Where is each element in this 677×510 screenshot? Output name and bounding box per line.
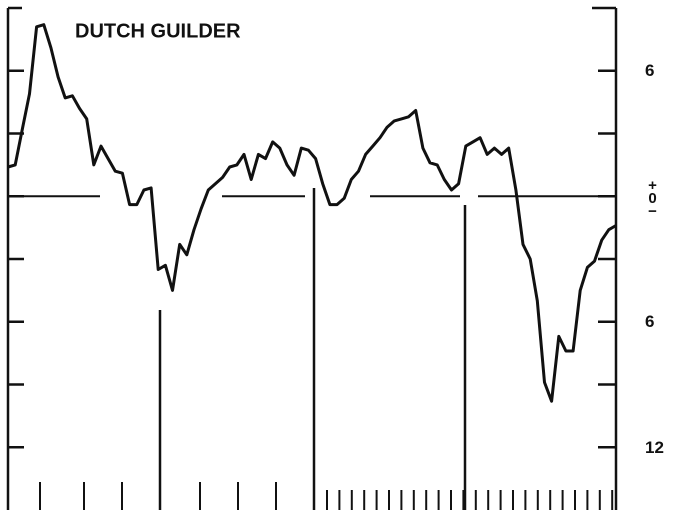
chart-title: DUTCH GUILDER [75, 20, 241, 42]
y-tick-label: 6 [645, 312, 655, 332]
y-tick-label: 12 [645, 437, 664, 457]
y-tick-label: 6 [645, 61, 655, 81]
y-tick-label: +0− [644, 176, 661, 216]
data-line [7, 23, 617, 403]
